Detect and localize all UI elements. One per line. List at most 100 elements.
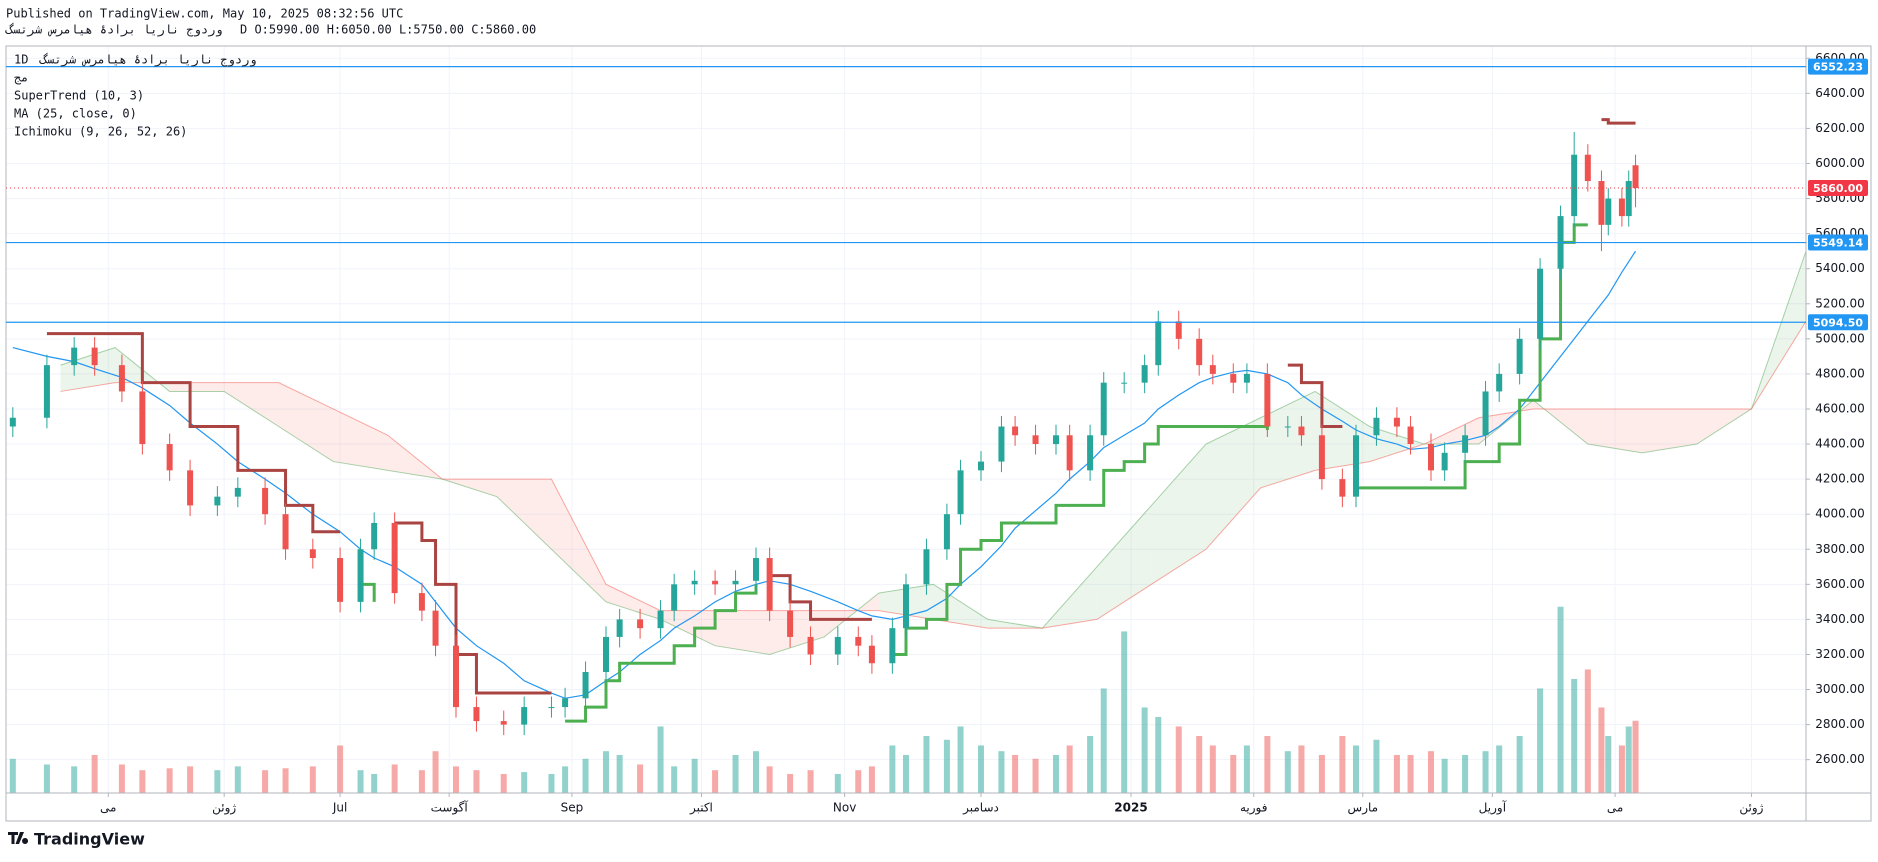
volume-bar <box>166 768 173 793</box>
candle-body <box>521 707 528 725</box>
volume-bar <box>1632 720 1639 793</box>
x-tick-label: آگوست <box>431 800 469 816</box>
candle-body <box>1516 338 1523 374</box>
ichimoku-cloud <box>1642 408 1697 453</box>
ichimoku-cloud <box>1587 408 1643 453</box>
candle-body <box>91 347 98 366</box>
supertrend-line <box>1601 118 1636 125</box>
x-tick-label: می <box>100 801 116 815</box>
volume-bar <box>1482 751 1489 793</box>
volume-bar <box>1012 754 1019 793</box>
volume-bar <box>1087 735 1094 793</box>
y-tick-label: 6000.00 <box>1815 156 1865 170</box>
volume-bar <box>1032 758 1039 793</box>
candle-body <box>732 580 739 585</box>
volume-bar <box>43 764 50 793</box>
volume-bar <box>855 770 862 793</box>
ohlc-values: D O:5990.00 H:6050.00 L:5750.00 C:5860.0… <box>240 23 536 37</box>
candle-body <box>214 496 221 506</box>
ichimoku-span-a <box>60 250 1806 655</box>
candle-body <box>1462 435 1469 453</box>
y-tick-label: 3800.00 <box>1815 542 1865 556</box>
volume-bar <box>712 770 719 793</box>
candle-body <box>957 470 964 515</box>
y-tick-label: 3400.00 <box>1815 612 1865 626</box>
candle-body <box>1407 426 1414 445</box>
candle-body <box>1537 268 1544 339</box>
ichimoku-cloud <box>169 382 225 392</box>
candle-body <box>453 645 459 708</box>
volume-bar <box>753 751 759 793</box>
price-label-box <box>1808 314 1868 331</box>
candle-body <box>1032 435 1039 445</box>
price-label-box <box>1808 234 1868 251</box>
candle-body <box>43 365 50 418</box>
ichimoku-cloud <box>606 584 661 620</box>
y-tick-label: 2800.00 <box>1815 717 1865 731</box>
candle-body <box>1243 373 1250 383</box>
candle-body <box>71 347 78 366</box>
volume-bar <box>1155 716 1162 793</box>
y-tick-label: 6400.00 <box>1815 86 1865 100</box>
candle-body <box>1196 338 1203 366</box>
x-tick-label: دسامبر <box>962 801 999 816</box>
y-tick-label: 4400.00 <box>1815 437 1865 451</box>
supertrend-line <box>360 582 376 602</box>
candle-body <box>118 365 125 392</box>
price-label: 5860.00 <box>1813 182 1863 195</box>
candle-body <box>1353 435 1359 497</box>
volume-bar <box>868 766 875 793</box>
legend-volume: مج <box>14 71 28 85</box>
candle-body <box>1100 382 1107 436</box>
volume-bar <box>262 770 269 793</box>
volume-bar <box>562 766 569 793</box>
volume-bar <box>903 754 909 793</box>
candle-body <box>473 707 480 722</box>
plot-background <box>6 46 1806 793</box>
volume-bar <box>957 726 964 793</box>
volume-bar <box>500 773 507 793</box>
volume-bar <box>807 770 814 793</box>
candle-body <box>1428 444 1434 471</box>
candle-body <box>1496 373 1503 392</box>
candle-body <box>1625 181 1632 217</box>
candle-body <box>855 636 862 646</box>
candle-body <box>889 628 896 664</box>
y-tick-label: 4200.00 <box>1815 472 1865 486</box>
price-label: 5094.50 <box>1813 316 1863 329</box>
volume-bar <box>1066 745 1073 793</box>
candle-body <box>691 580 698 585</box>
x-tick-label: ژوئن <box>1739 801 1763 816</box>
volume-bar <box>637 764 644 793</box>
legend-indicator: Ichimoku (9, 26, 52, 26) <box>14 125 187 139</box>
candle-body <box>1441 452 1448 471</box>
candle-body <box>712 580 719 585</box>
volume-bar <box>391 764 398 793</box>
volume-bar <box>371 773 378 793</box>
volume-bar <box>766 766 773 793</box>
volume-bar <box>998 751 1005 793</box>
ichimoku-cloud <box>1260 391 1316 488</box>
volume-bar <box>1605 735 1612 793</box>
candle-body <box>1053 435 1059 445</box>
volume-bar <box>1230 754 1237 793</box>
volume-bar <box>187 766 194 793</box>
ichimoku-cloud <box>1042 566 1097 629</box>
candle-body <box>1393 417 1400 427</box>
ichimoku-cloud <box>442 479 497 497</box>
chart-frame <box>5 45 1872 822</box>
ichimoku-cloud <box>387 435 443 480</box>
volume-bar <box>9 758 16 793</box>
ichimoku-cloud <box>496 479 552 550</box>
candle-body <box>1175 321 1182 339</box>
candle-body <box>671 584 678 611</box>
volume-bar <box>657 726 664 793</box>
candle-body <box>1284 426 1291 428</box>
volume-bar <box>1209 745 1216 793</box>
candle-body <box>139 391 146 445</box>
volume-bar <box>1516 735 1523 793</box>
candle-body <box>1264 373 1271 427</box>
supertrend-line <box>394 521 552 695</box>
